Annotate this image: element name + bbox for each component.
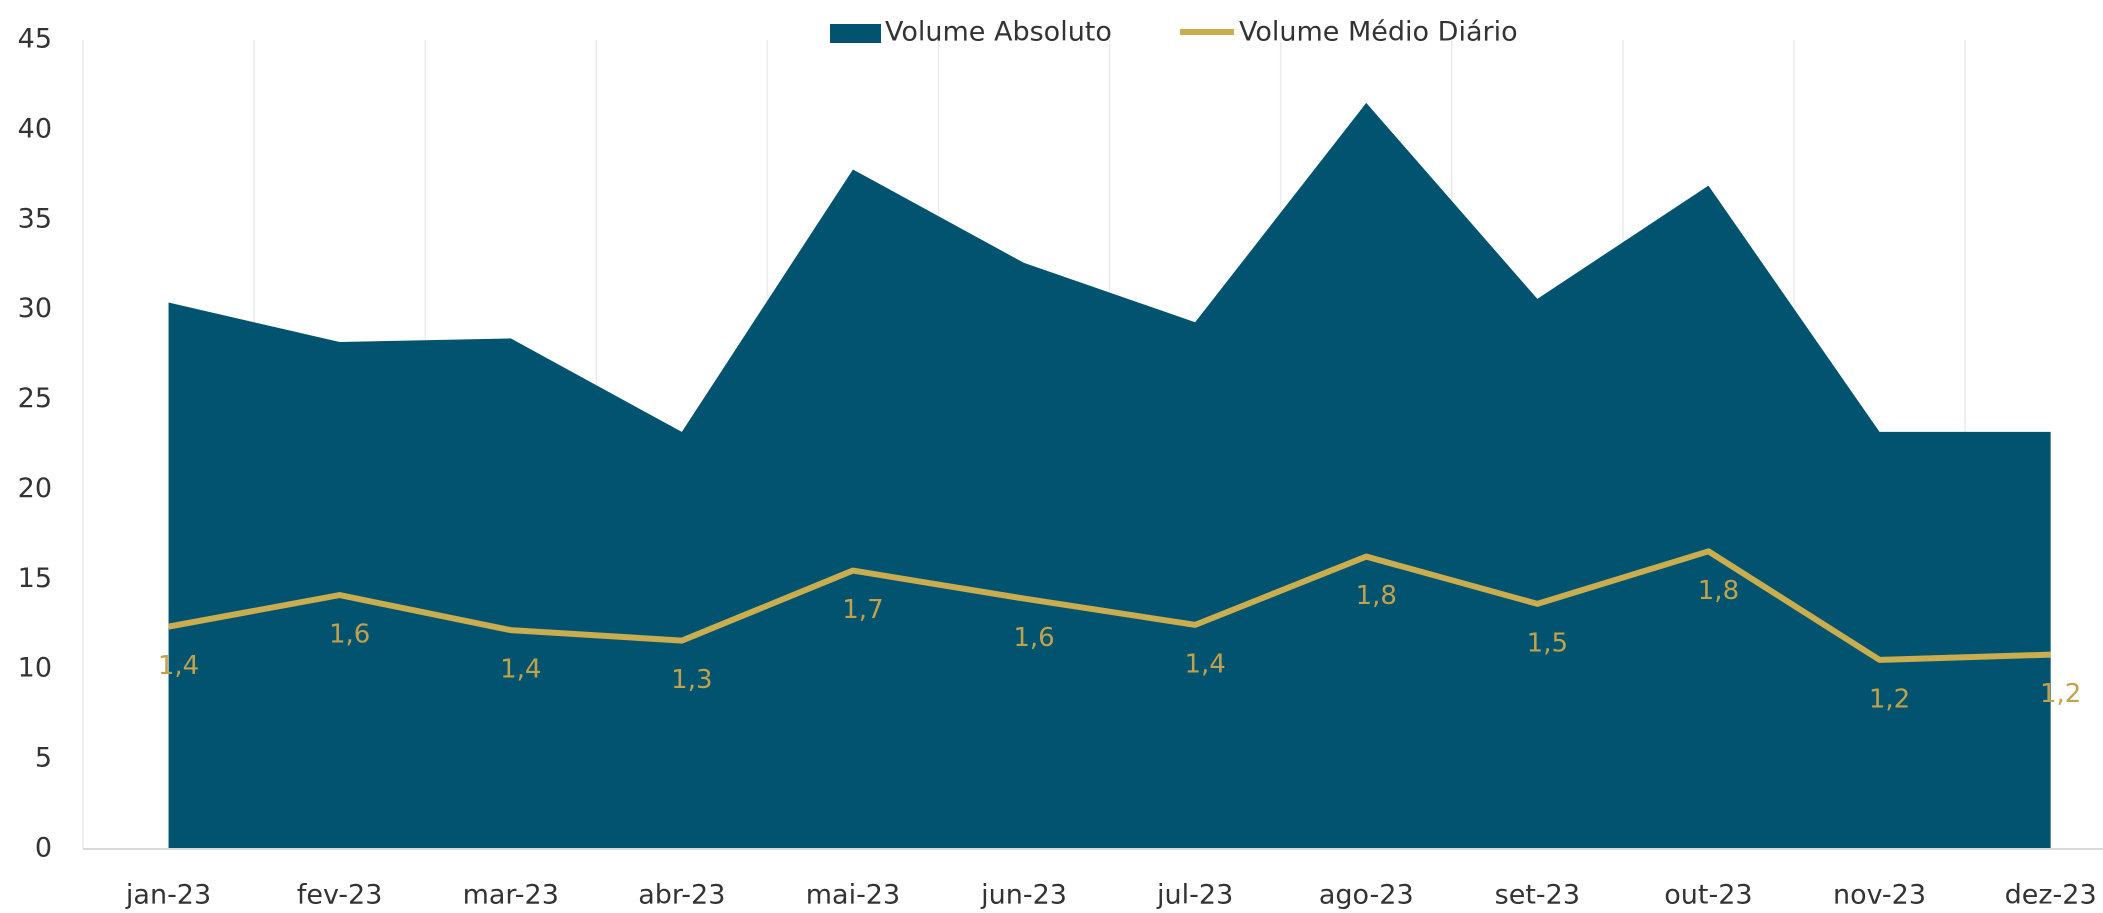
legend-label: Volume Absoluto [885,17,1112,48]
x-tick-label: jan-23 [125,880,211,911]
data-label: 1,5 [1527,628,1568,658]
x-tick-label: mar-23 [463,880,559,911]
y-tick-label: 20 [18,473,52,504]
x-tick-label: set-23 [1495,880,1580,911]
y-tick-label: 25 [18,383,52,414]
data-label: 1,2 [2040,679,2081,709]
data-label: 1,6 [1013,623,1054,653]
data-label: 1,4 [158,651,199,681]
y-tick-label: 5 [35,743,52,774]
data-label: 1,8 [1356,581,1397,611]
y-tick-label: 30 [18,293,52,324]
y-tick-label: 10 [18,653,52,684]
x-tick-label: jul-23 [1156,880,1233,911]
data-label: 1,3 [671,665,712,695]
x-tick-label: abr-23 [638,880,725,911]
x-tick-label: nov-23 [1833,880,1926,911]
y-tick-label: 40 [18,113,52,144]
data-label: 1,7 [842,595,883,625]
legend-label: Volume Médio Diário [1239,17,1518,48]
x-tick-label: fev-23 [297,880,382,911]
line [168,548,2051,663]
x-tick-label: mai-23 [806,880,900,911]
data-label: 1,6 [329,620,370,650]
data-label: 1,2 [1869,684,1910,714]
area [168,102,2051,849]
data-label: 1,4 [1184,649,1225,679]
y-tick-label: 45 [18,24,52,55]
x-tick-label: out-23 [1664,880,1752,911]
x-tick-label: jun-23 [980,880,1067,911]
y-tick-label: 15 [18,563,52,594]
x-tick-label: dez-23 [2005,880,2097,911]
y-tick-label: 35 [18,203,52,234]
data-label: 1,4 [500,655,541,685]
legend-swatch [830,24,881,43]
y-tick-label: 0 [35,833,52,864]
data-label: 1,8 [1698,576,1739,606]
x-tick-label: ago-23 [1319,880,1414,911]
